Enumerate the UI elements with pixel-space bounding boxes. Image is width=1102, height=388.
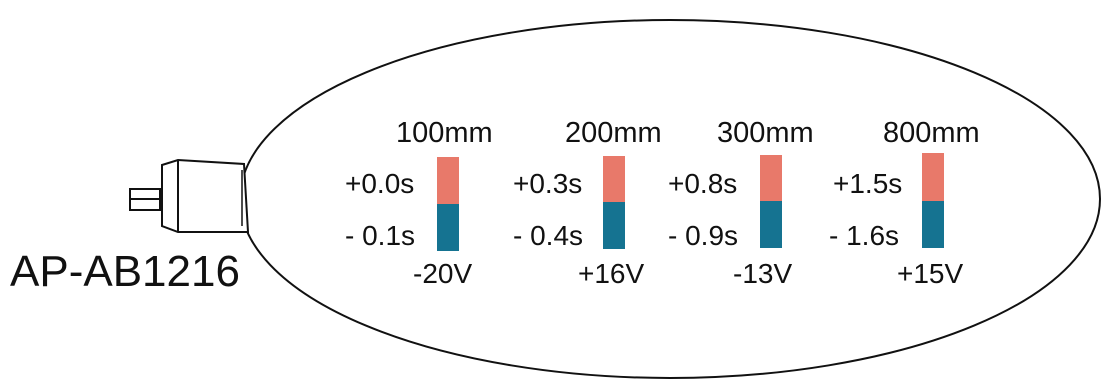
- distance-label: 300mm: [717, 117, 814, 149]
- plus-time-label: +0.8s: [668, 168, 737, 199]
- positive-bar: [437, 157, 459, 204]
- measurement-2: 300mm +0.8s - 0.9s -13V: [668, 117, 814, 289]
- plus-time-label: +0.0s: [345, 168, 414, 199]
- plus-time-label: +1.5s: [833, 168, 902, 199]
- sensor-icon: [129, 158, 250, 233]
- negative-bar: [437, 204, 459, 251]
- minus-time-label: - 1.6s: [829, 220, 899, 251]
- voltage-label: -20V: [413, 258, 472, 289]
- measurement-3: 800mm +1.5s - 1.6s +15V: [829, 117, 980, 289]
- distance-label: 800mm: [883, 117, 980, 149]
- positive-bar: [922, 153, 944, 201]
- distance-label: 200mm: [565, 117, 662, 149]
- negative-bar: [922, 201, 944, 248]
- plus-time-label: +0.3s: [513, 168, 582, 199]
- minus-time-label: - 0.4s: [513, 220, 583, 251]
- minus-time-label: - 0.9s: [668, 220, 738, 251]
- detection-field: [239, 19, 1101, 379]
- voltage-label: -13V: [733, 258, 792, 289]
- positive-bar: [760, 155, 782, 201]
- distance-label: 100mm: [396, 117, 493, 149]
- minus-time-label: - 0.1s: [345, 220, 415, 251]
- measurement-1: 200mm +0.3s - 0.4s +16V: [513, 117, 662, 289]
- voltage-label: +16V: [578, 258, 644, 289]
- negative-bar: [760, 201, 782, 248]
- model-label: AP-AB1216: [10, 247, 240, 296]
- negative-bar: [603, 202, 625, 249]
- voltage-label: +15V: [897, 258, 963, 289]
- measurement-0: 100mm +0.0s - 0.1s -20V: [345, 117, 493, 289]
- positive-bar: [603, 156, 625, 202]
